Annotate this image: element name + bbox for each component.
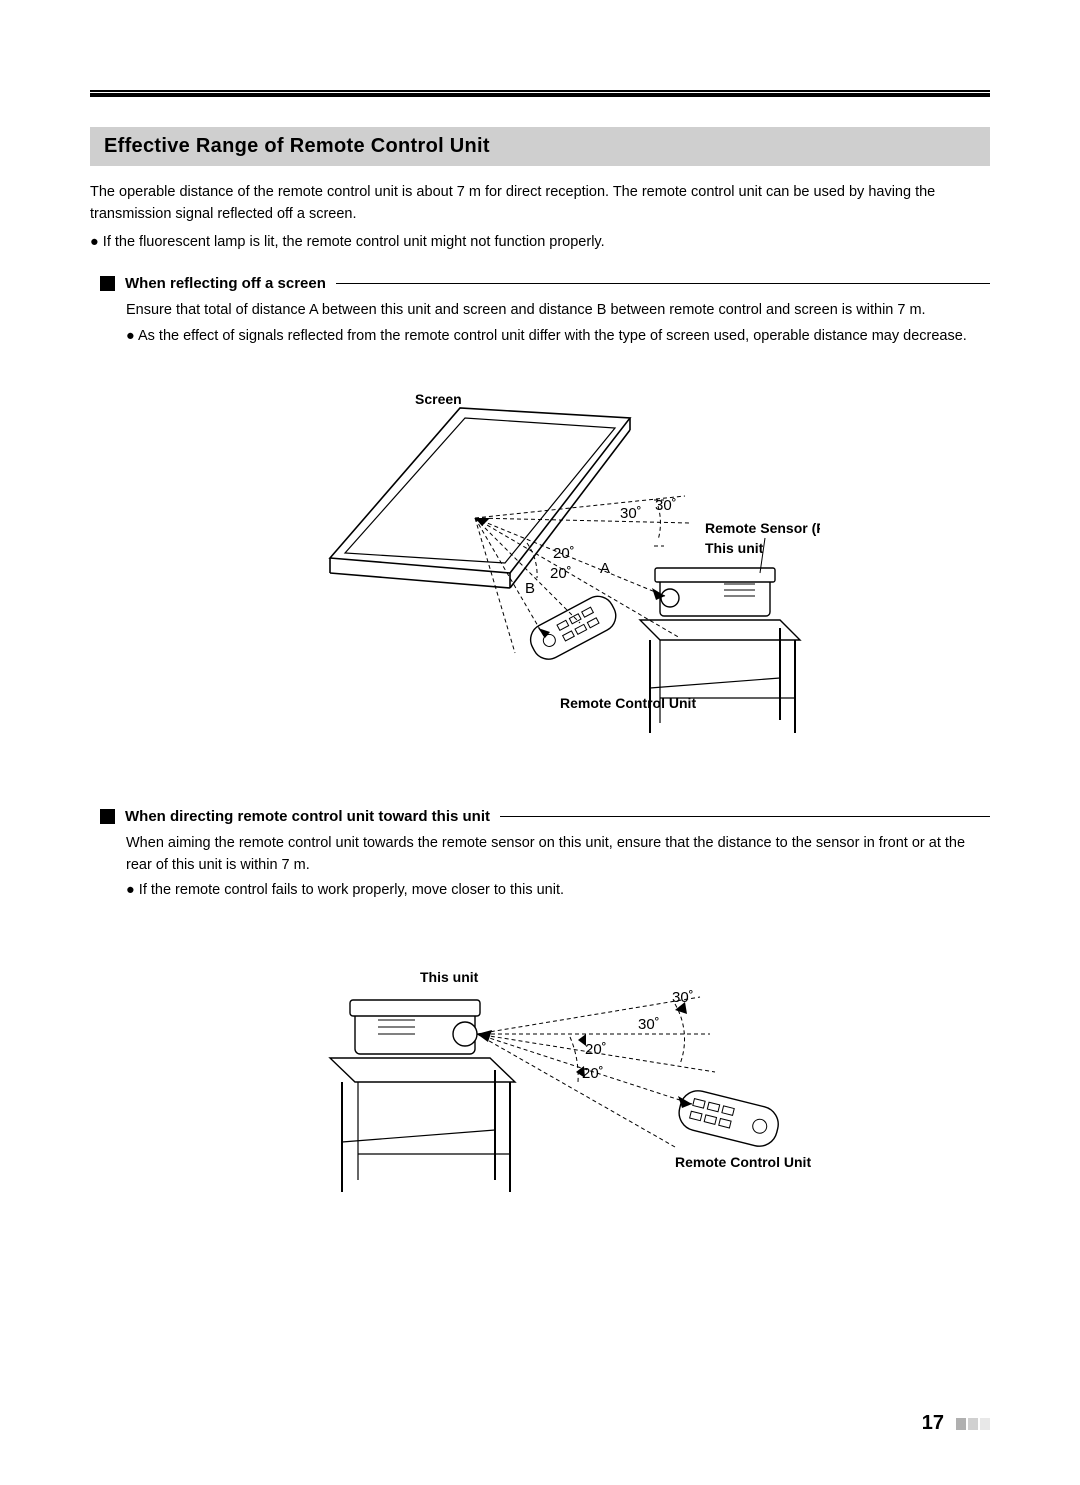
sub-header: When reflecting off a screen: [100, 275, 990, 292]
header-rule: [90, 90, 990, 97]
label2-30a: 30˚: [672, 989, 694, 1006]
page-footer: 17: [922, 1412, 990, 1435]
label-a: A: [600, 560, 610, 577]
label-20a: 20˚: [553, 545, 575, 562]
section-title: Effective Range of Remote Control Unit: [90, 127, 990, 166]
sub-rule: [500, 816, 990, 817]
subsection-reflecting: When reflecting off a screen Ensure that…: [100, 275, 990, 348]
projector-shape-2: [330, 1000, 515, 1192]
sub-body: Ensure that total of distance A between …: [126, 300, 990, 348]
sub-header: When directing remote control unit towar…: [100, 808, 990, 825]
label-remote-control: Remote Control Unit: [560, 695, 696, 711]
sub-rule: [336, 283, 990, 284]
label2-20a: 20˚: [585, 1041, 607, 1058]
remote-shape-2: [675, 1087, 782, 1150]
sub-title: When directing remote control unit towar…: [125, 808, 490, 825]
sub-body: When aiming the remote control unit towa…: [126, 833, 990, 902]
label2-30b: 30˚: [638, 1016, 660, 1033]
sub-text: Ensure that total of distance A between …: [126, 300, 990, 322]
label2-20b: 20˚: [582, 1065, 604, 1082]
square-marker-icon: [100, 276, 115, 291]
sub-text: When aiming the remote control unit towa…: [126, 833, 990, 877]
label-this-unit: This unit: [705, 540, 764, 556]
label-20b: 20˚: [550, 565, 572, 582]
label-30a: 30˚: [655, 497, 677, 514]
intro-bullet: ● If the fluorescent lamp is lit, the re…: [90, 232, 990, 254]
page-number: 17: [922, 1412, 944, 1435]
footer-box: [968, 1418, 978, 1430]
footer-box: [980, 1418, 990, 1430]
subsection-directing: When directing remote control unit towar…: [100, 808, 990, 902]
footer-box: [956, 1418, 966, 1430]
label-screen: Screen: [415, 391, 462, 407]
label-this-unit-2: This unit: [420, 969, 479, 985]
sub-title: When reflecting off a screen: [125, 275, 326, 292]
square-marker-icon: [100, 809, 115, 824]
label-remote-control-2: Remote Control Unit: [675, 1154, 811, 1170]
diagram-directing: This unit Remote Control Unit: [90, 942, 990, 1232]
sub-bullet: ● As the effect of signals reflected fro…: [126, 326, 990, 348]
screen-shape: [330, 408, 630, 588]
diagram-reflecting: Screen This unit Remote Sensor (Rear): [90, 388, 990, 758]
intro-text: The operable distance of the remote cont…: [90, 182, 990, 226]
label-b: B: [525, 580, 535, 597]
label-remote-sensor: Remote Sensor (Rear): [705, 520, 820, 536]
footer-boxes: [956, 1418, 990, 1430]
label-30b: 30˚: [620, 505, 642, 522]
sub-bullet: ● If the remote control fails to work pr…: [126, 880, 990, 902]
